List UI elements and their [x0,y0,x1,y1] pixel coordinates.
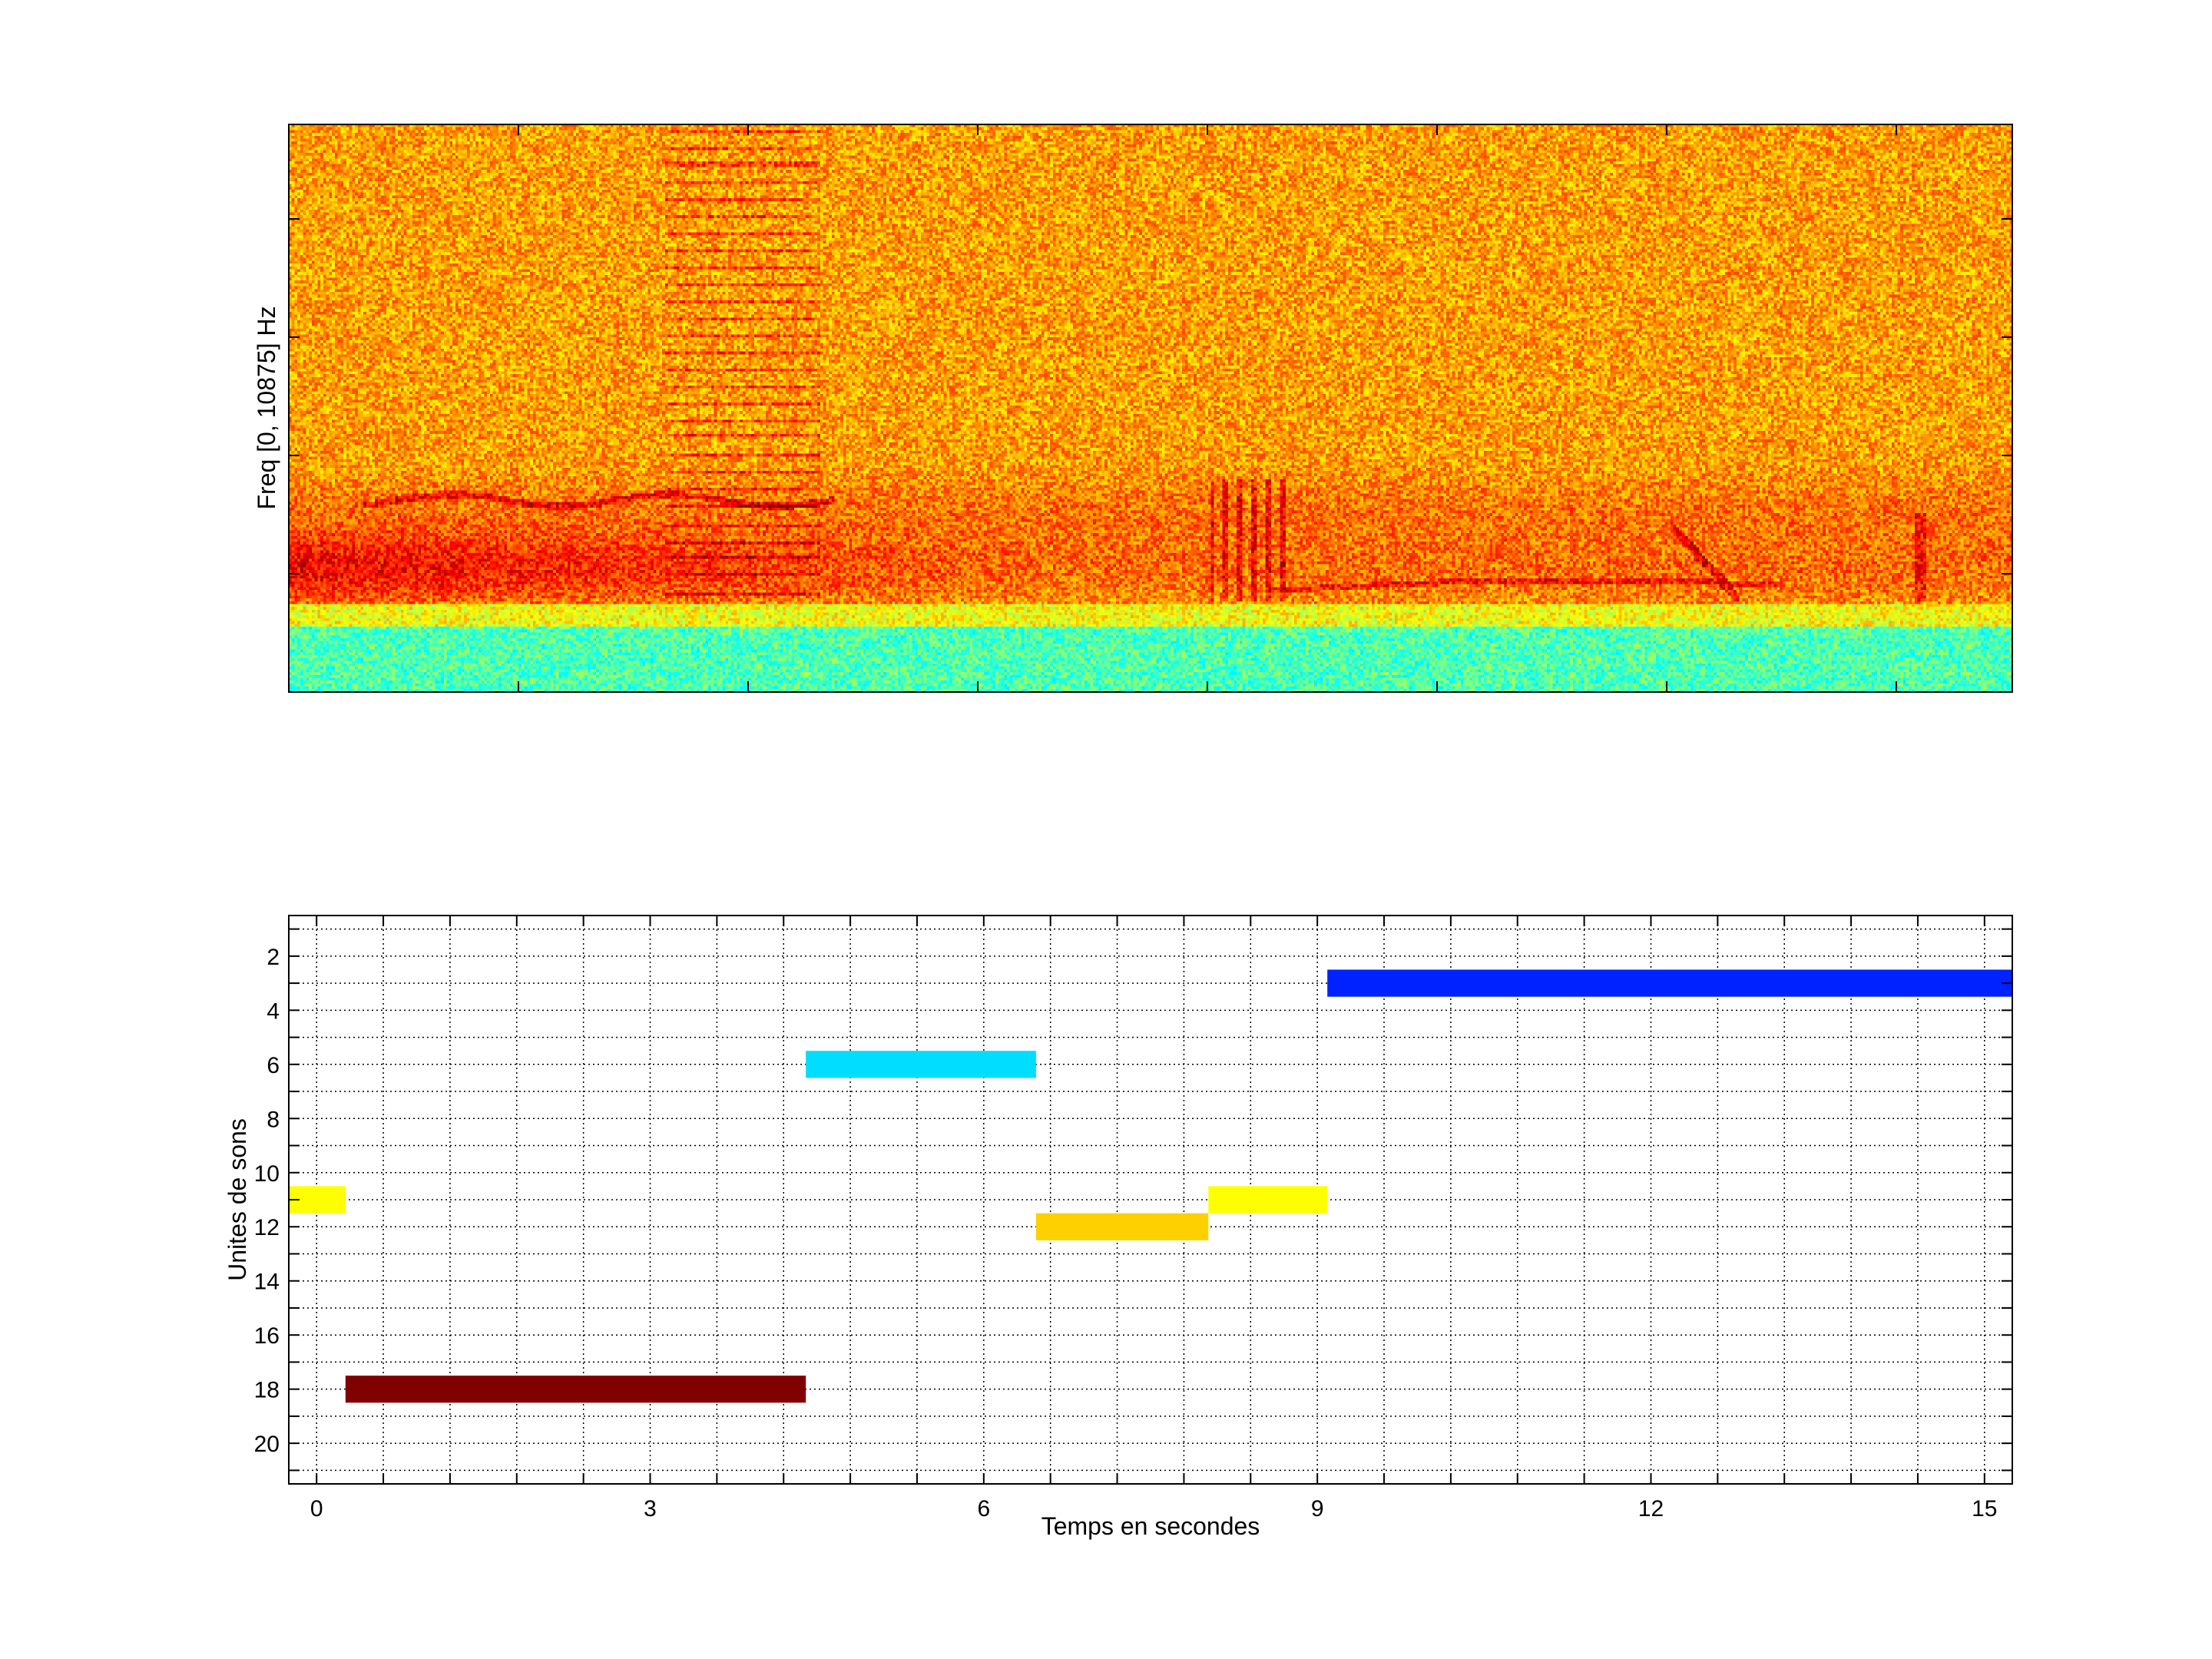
spectrogram-ylabel: Freq [0, 10875] Hz [253,306,280,509]
segments [289,969,2012,1403]
y-tick-label: 12 [254,1215,280,1240]
y-tick-label: 2 [267,945,280,970]
spectrogram-image [289,124,2012,692]
segment-unit-3 [1327,969,2012,997]
y-tick-label: 10 [254,1161,280,1187]
segment-unit-18 [345,1376,806,1403]
x-axis-label: Temps en secondes [1041,1512,1260,1540]
y-tick-label: 6 [267,1053,280,1078]
x-tick-label: 15 [1972,1496,1997,1522]
axis-ticks: 0 3 6 9 12 15 2 4 6 8 10 12 14 16 18 20 [254,916,2012,1522]
x-tick-label: 0 [310,1496,323,1522]
y-tick-label: 18 [254,1378,280,1403]
y-tick-label: 16 [254,1323,280,1349]
spectrogram-frame [288,124,2013,693]
spectrogram-axes: Freq [0, 10875] Hz [253,124,2013,693]
spectrogram-ticks [289,124,2012,692]
x-tick-label: 9 [1311,1496,1324,1522]
sound-units-axes: 0 3 6 9 12 15 2 4 6 8 10 12 14 16 18 20 Temps en second… [224,915,2013,1540]
segment-unit-11 [1208,1186,1328,1214]
y-axis-label: Unites de sons [224,1118,251,1281]
x-tick-label: 3 [644,1496,657,1522]
x-tick-label: 6 [977,1496,990,1522]
segment-unit-12 [1035,1213,1209,1240]
y-tick-label: 4 [267,998,280,1024]
x-tick-label: 12 [1638,1496,1664,1522]
y-tick-label: 20 [254,1432,280,1457]
segment-unit-6 [806,1051,1036,1078]
y-tick-label: 14 [254,1270,280,1295]
y-tick-label: 8 [267,1107,280,1132]
